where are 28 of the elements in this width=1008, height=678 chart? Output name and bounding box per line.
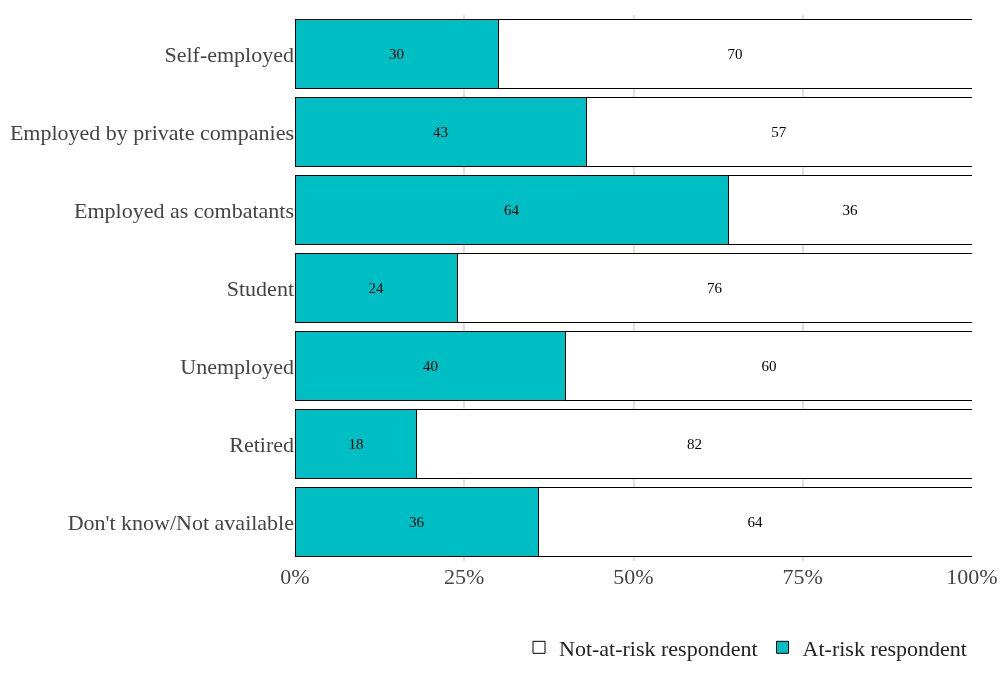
data-label: 40 bbox=[422, 358, 438, 374]
y-tick-label: Employed as combatants bbox=[74, 197, 294, 223]
x-tick-label: 0% bbox=[280, 564, 310, 589]
x-tick-label: 75% bbox=[782, 564, 823, 589]
data-label: 76 bbox=[706, 280, 723, 296]
y-tick-label: Retired bbox=[229, 431, 294, 457]
y-tick-label: Unemployed bbox=[180, 353, 294, 379]
x-tick-label: 50% bbox=[613, 564, 654, 589]
data-label: 64 bbox=[503, 202, 520, 218]
legend-label: At-risk respondent bbox=[802, 635, 967, 661]
data-label: 82 bbox=[686, 436, 702, 452]
data-label: 60 bbox=[761, 358, 777, 374]
data-label: 64 bbox=[747, 514, 764, 530]
y-tick-label: Student bbox=[226, 275, 294, 301]
data-label: 24 bbox=[368, 280, 384, 296]
x-tick-label: 25% bbox=[444, 564, 485, 589]
data-label: 70 bbox=[727, 46, 743, 62]
legend-label: Not-at-risk respondent bbox=[559, 635, 758, 661]
y-tick-label: Employed by private companies bbox=[9, 119, 294, 145]
data-label: 30 bbox=[389, 46, 405, 62]
data-label: 36 bbox=[842, 202, 858, 218]
y-tick-label: Don't know/Not available bbox=[67, 509, 294, 535]
data-label: 18 bbox=[348, 436, 364, 452]
data-label: 43 bbox=[433, 124, 449, 140]
x-tick-label: 100% bbox=[946, 564, 998, 589]
data-label: 57 bbox=[771, 124, 787, 140]
y-tick-label: Self-employed bbox=[164, 41, 294, 67]
data-label: 36 bbox=[409, 514, 425, 530]
